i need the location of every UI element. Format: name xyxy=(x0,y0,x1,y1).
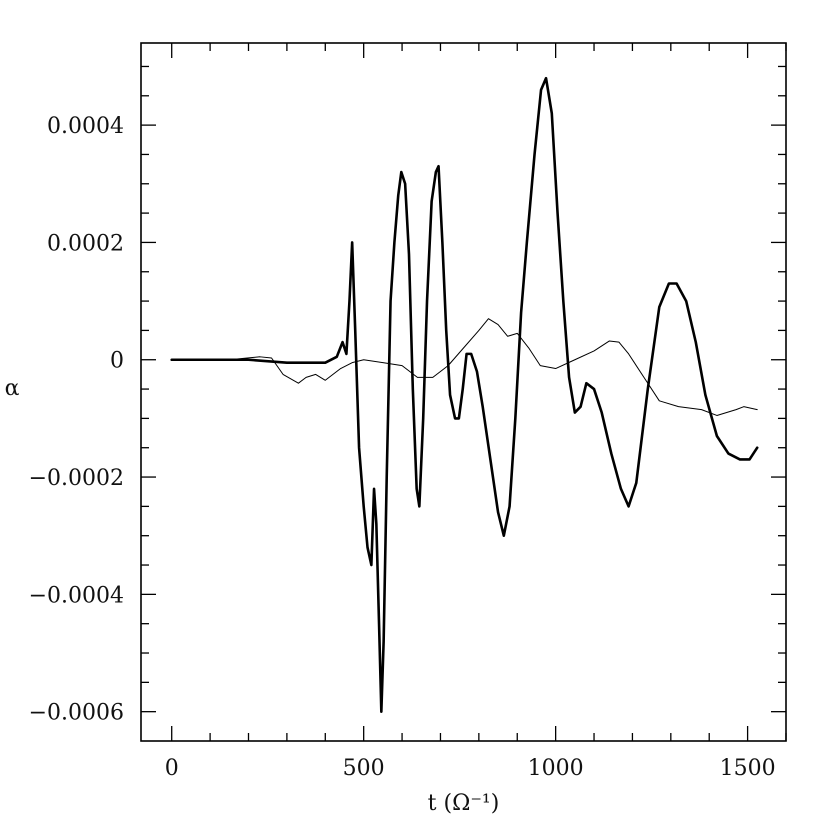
x-axis-label: t (Ω⁻¹) xyxy=(428,791,500,816)
y-axis-label: α xyxy=(5,376,20,401)
x-tick-label: 1000 xyxy=(528,756,584,781)
y-tick-label: −0.0006 xyxy=(29,701,124,726)
series-line-1 xyxy=(170,76,759,713)
tick-labels: 0 500 1000 1500 −0.0006 −0.0004 −0.0002 0 0.0002… xyxy=(29,114,776,781)
x-tick-label: 500 xyxy=(343,756,385,781)
y-tick-label: 0.0004 xyxy=(47,114,124,139)
y-tick-label: −0.0004 xyxy=(29,583,124,608)
series-line-2 xyxy=(171,318,758,416)
ticks-layer xyxy=(141,43,787,741)
plot-frame xyxy=(140,42,787,742)
series-layer xyxy=(170,76,759,713)
y-tick-label: 0.0002 xyxy=(47,231,124,256)
x-tick-label: 0 xyxy=(165,756,179,781)
y-tick-label: 0 xyxy=(110,349,124,374)
y-tick-label: −0.0002 xyxy=(29,466,124,491)
x-tick-label: 1500 xyxy=(720,756,776,781)
